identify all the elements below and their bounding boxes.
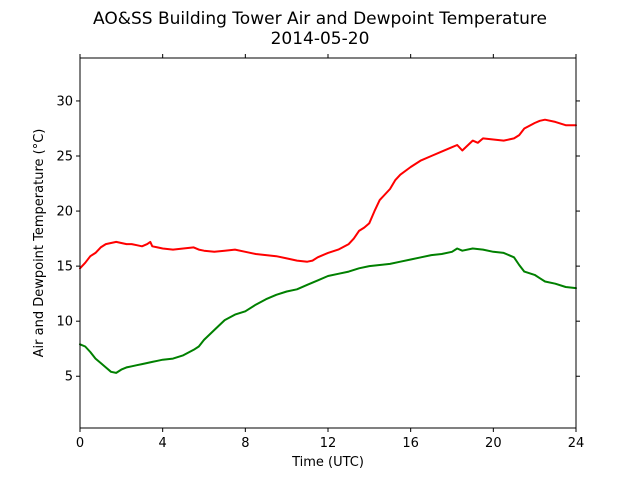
y-tick-label: 15: [56, 260, 73, 275]
plot-frame: [79, 57, 577, 429]
y-tick-label: 25: [56, 150, 73, 165]
x-tick-label: 20: [485, 436, 502, 451]
y-tick-label: 20: [56, 205, 73, 220]
y-tick-label: 30: [56, 94, 73, 109]
y-tick-label: 5: [65, 370, 73, 385]
x-tick-label: 4: [159, 436, 167, 451]
y-tick-label: 10: [56, 315, 73, 330]
x-tick-label: 0: [76, 436, 84, 451]
x-axis-label: Time (UTC): [291, 455, 364, 470]
x-tick-label: 12: [320, 436, 337, 451]
x-tick-label: 16: [402, 436, 419, 451]
series-layer: [79, 118, 577, 374]
chart-title: AO&SS Building Tower Air and Dewpoint Te…: [93, 9, 547, 29]
axes-layer: 0 4 8 12 16 20 24 5 10 15 20 25 30: [56, 54, 584, 451]
y-axis-label: Air and Dewpoint Temperature (°C): [32, 129, 47, 358]
x-tick-label: 24: [568, 436, 585, 451]
x-tick-label: 8: [241, 436, 249, 451]
series-line-1: [79, 118, 577, 270]
chart-subtitle: 2014-05-20: [271, 29, 370, 49]
series-line-2: [79, 247, 577, 374]
